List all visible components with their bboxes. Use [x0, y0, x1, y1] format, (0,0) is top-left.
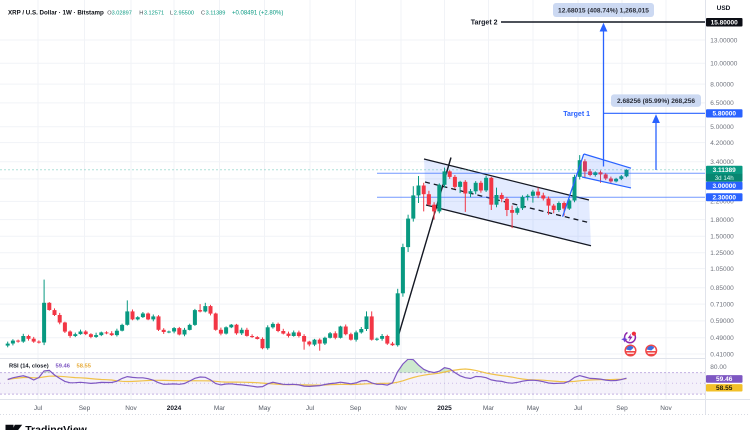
svg-text:6.50000: 6.50000: [710, 100, 734, 107]
svg-text:Jul: Jul: [34, 405, 43, 412]
svg-text:Sep: Sep: [350, 405, 362, 412]
svg-text:4.20000: 4.20000: [710, 140, 734, 147]
svg-text:3.11389: 3.11389: [206, 11, 226, 17]
svg-text:13.00000: 13.00000: [710, 37, 737, 44]
svg-text:0.71000: 0.71000: [710, 301, 734, 308]
svg-text:3.40000: 3.40000: [710, 159, 734, 166]
svg-text:2.20000: 2.20000: [710, 199, 734, 206]
svg-text:59.46: 59.46: [56, 364, 71, 370]
svg-text:1.50000: 1.50000: [710, 234, 734, 241]
svg-text:80.00: 80.00: [710, 364, 727, 371]
svg-text:Mar: Mar: [214, 405, 226, 412]
svg-text:Target 1: Target 1: [563, 111, 590, 118]
svg-text:XRP / U.S. Dollar · 1W · Bitst: XRP / U.S. Dollar · 1W · Bitstamp: [8, 10, 104, 17]
svg-text:2.30000: 2.30000: [712, 195, 736, 202]
svg-text:3.02897: 3.02897: [112, 11, 132, 17]
svg-text:O: O: [107, 11, 112, 17]
svg-text:3d 14h: 3d 14h: [715, 175, 734, 182]
svg-text:+0.08491 (+2.80%): +0.08491 (+2.80%): [232, 11, 283, 17]
svg-text:TradingView: TradingView: [25, 424, 87, 430]
svg-text:8.00000: 8.00000: [710, 81, 734, 88]
svg-text:0.49000: 0.49000: [710, 335, 734, 342]
svg-text:3.12571: 3.12571: [144, 11, 164, 17]
svg-text:Mar: Mar: [483, 405, 495, 412]
svg-text:Nov: Nov: [125, 405, 137, 412]
svg-text:59.46: 59.46: [716, 376, 733, 383]
svg-text:May: May: [527, 405, 540, 412]
svg-text:2025: 2025: [437, 405, 452, 412]
svg-text:5.00000: 5.00000: [710, 124, 734, 131]
svg-text:2024: 2024: [167, 405, 182, 412]
svg-text:Sep: Sep: [79, 405, 91, 412]
svg-text:May: May: [258, 405, 271, 412]
svg-text:C: C: [201, 11, 205, 17]
svg-text:1.25000: 1.25000: [710, 250, 734, 257]
svg-text:58.55: 58.55: [77, 364, 92, 370]
svg-text:Target 2: Target 2: [471, 19, 498, 26]
svg-text:L: L: [170, 11, 173, 17]
svg-text:12.68015 (408.74%) 1,268,015: 12.68015 (408.74%) 1,268,015: [558, 7, 649, 14]
svg-text:2.68256 (85.99%) 268,256: 2.68256 (85.99%) 268,256: [617, 98, 695, 105]
svg-text:0.59000: 0.59000: [710, 318, 734, 325]
svg-text:5.80000: 5.80000: [712, 111, 736, 118]
svg-text:15.80000: 15.80000: [711, 20, 738, 27]
svg-text:0.85000: 0.85000: [710, 285, 734, 292]
svg-text:1.80000: 1.80000: [710, 217, 734, 224]
svg-text:1.05000: 1.05000: [710, 266, 734, 273]
svg-text:Sep: Sep: [616, 405, 628, 412]
svg-text:H: H: [139, 11, 143, 17]
svg-text:3.11389: 3.11389: [713, 167, 737, 174]
svg-text:RSI (14, close): RSI (14, close): [9, 364, 49, 370]
svg-text:2.95500: 2.95500: [174, 11, 194, 17]
svg-text:Nov: Nov: [395, 405, 407, 412]
svg-text:0.41000: 0.41000: [710, 351, 734, 358]
svg-text:3.00000: 3.00000: [712, 183, 736, 190]
svg-text:Jul: Jul: [306, 405, 315, 412]
svg-text:Nov: Nov: [660, 405, 672, 412]
svg-text:USD: USD: [717, 5, 731, 12]
svg-text:10.00000: 10.00000: [710, 61, 737, 68]
svg-text:Jul: Jul: [574, 405, 583, 412]
svg-text:58.55: 58.55: [716, 385, 733, 392]
